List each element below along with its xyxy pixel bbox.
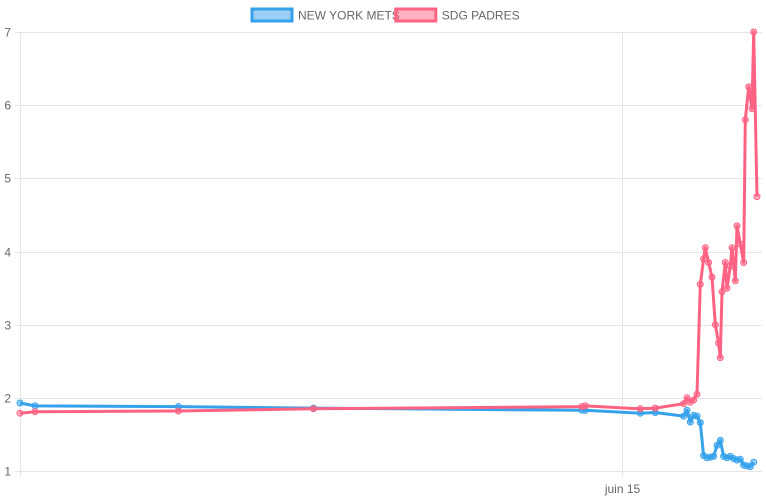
x-axis: juin 15 (604, 482, 641, 496)
data-point (733, 222, 741, 230)
data-point (711, 321, 719, 329)
data-point (683, 406, 691, 414)
y-tick-label: 1 (4, 465, 11, 479)
data-point (728, 244, 736, 252)
data-point (716, 436, 724, 444)
data-point (680, 412, 688, 420)
y-tick-label: 6 (4, 99, 11, 113)
y-tick-label: 2 (4, 392, 11, 406)
data-point (718, 288, 726, 296)
data-point (693, 390, 701, 398)
data-point (753, 193, 761, 201)
series-line (19, 30, 759, 415)
legend-label: SDG PADRES (442, 9, 520, 23)
data-point (750, 458, 758, 466)
data-point (581, 402, 589, 410)
data-point (696, 419, 704, 427)
data-point (741, 116, 749, 124)
legend-label: NEW YORK METS (298, 9, 400, 23)
data-point (708, 273, 716, 281)
data-point (710, 452, 718, 460)
data-point (723, 284, 731, 292)
data-point (16, 399, 24, 407)
y-tick-label: 5 (4, 172, 11, 186)
data-point (16, 409, 24, 417)
data-point (731, 277, 739, 285)
data-point (745, 83, 753, 91)
data-point (686, 418, 694, 426)
gridlines (15, 32, 762, 476)
series-2 (16, 28, 761, 417)
data-point (748, 105, 756, 113)
legend-swatch (250, 7, 294, 23)
data-point (31, 402, 39, 410)
legend-swatch (394, 7, 438, 23)
data-point (693, 412, 701, 420)
y-tick-label: 4 (4, 246, 11, 260)
data-point (310, 405, 317, 413)
legend-item: SDG PADRES (394, 7, 520, 23)
data-point (713, 441, 721, 449)
data-point (690, 396, 698, 404)
data-point (750, 28, 758, 36)
data-point (31, 408, 39, 416)
y-tick-label: 7 (4, 26, 11, 40)
data-point (726, 262, 734, 270)
legend-item: NEW YORK METS (250, 7, 400, 23)
data-point (705, 259, 713, 266)
series-layer (16, 28, 761, 471)
data-point (716, 354, 724, 362)
y-tick-label: 3 (4, 319, 11, 333)
data-point (721, 259, 729, 266)
data-point (700, 255, 708, 263)
data-point (174, 407, 182, 415)
data-point (696, 280, 704, 288)
legend: NEW YORK METS SDG PADRES (250, 7, 520, 23)
data-point (651, 404, 659, 412)
data-point (701, 244, 709, 252)
y-axis: 1 2 3 4 5 6 7 (4, 26, 11, 479)
data-point (715, 339, 723, 347)
data-point (736, 240, 744, 248)
data-point (736, 455, 744, 463)
data-point (680, 400, 688, 408)
data-point (740, 259, 748, 266)
data-point (636, 405, 644, 413)
x-tick-label: juin 15 (604, 482, 641, 496)
